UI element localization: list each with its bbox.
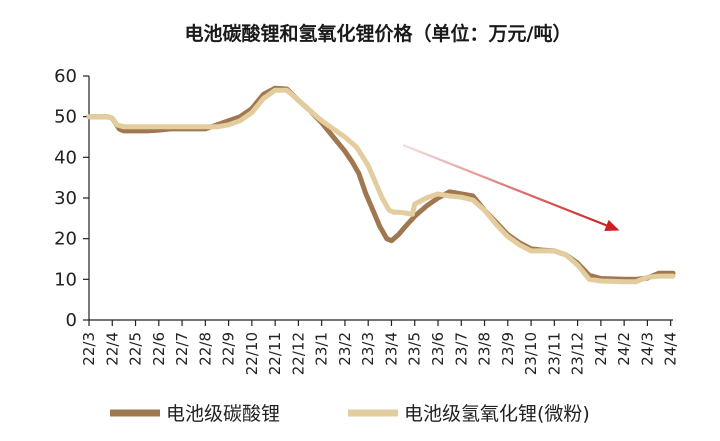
legend: 电池级碳酸锂 电池级氢氧化锂(微粉): [110, 403, 590, 425]
x-tick-label: 24/2: [615, 332, 633, 366]
x-tick-label: 23/4: [382, 332, 400, 366]
y-tick-label: 0: [66, 310, 77, 331]
carbonate-line: [86, 85, 676, 282]
x-tick-label: 23/7: [452, 332, 470, 366]
chart-title: 电池碳酸锂和氢氧化锂价格（单位：万元/吨）: [185, 22, 572, 45]
x-tick-label: 22/9: [220, 332, 238, 366]
x-tick-label: 23/2: [336, 332, 354, 366]
x-tick-label: 23/8: [476, 332, 494, 366]
x-tick-label: 22/5: [127, 332, 145, 366]
y-tick-label: 40: [54, 147, 77, 168]
x-tick-label: 23/9: [499, 332, 517, 366]
axes: 0 10 20 30 40 50 60 22/3 22/4 22/5 22/6 22/7 22/8 22/…: [54, 66, 680, 375]
x-tick-label: 23/10: [522, 332, 540, 375]
x-tick-label: 22/10: [243, 332, 261, 375]
x-tick-label: 22/8: [196, 332, 214, 366]
y-tick-label: 30: [54, 188, 77, 209]
y-tick-label: 60: [54, 66, 77, 87]
trend-arrow-head: [604, 219, 620, 231]
hydroxide-line: [86, 87, 676, 285]
x-tick-label: 23/11: [545, 332, 563, 375]
x-tick-label: 23/5: [406, 332, 424, 366]
legend-item-carbonate: 电池级碳酸锂: [110, 403, 280, 425]
annotation-layer: [402, 144, 620, 231]
x-tick-label: 22/3: [80, 332, 98, 366]
x-tick-label: 23/12: [569, 332, 587, 375]
x-tick-label: 24/3: [638, 332, 656, 366]
y-tick-label: 10: [54, 269, 77, 290]
x-tick-label: 22/7: [173, 332, 191, 366]
x-tick-label: 22/12: [289, 332, 307, 375]
y-tick-label: 50: [54, 107, 77, 128]
x-tick-label: 23/1: [313, 332, 331, 366]
legend-item-hydroxide: 电池级氢氧化锂(微粉): [348, 403, 590, 425]
x-tick-label: 22/11: [266, 332, 284, 375]
trend-arrow-line: [402, 144, 607, 227]
x-tick-label: 24/4: [662, 332, 680, 366]
x-tick-label: 22/6: [150, 332, 168, 366]
x-tick-label: 23/3: [359, 332, 377, 366]
legend-label: 电池级碳酸锂: [166, 403, 280, 425]
series-layer: [86, 85, 676, 285]
legend-label: 电池级氢氧化锂(微粉): [404, 403, 590, 425]
x-tick-label: 24/1: [592, 332, 610, 366]
y-tick-label: 20: [54, 229, 77, 250]
x-tick-label: 23/6: [429, 332, 447, 366]
x-tick-label: 22/4: [103, 332, 121, 366]
